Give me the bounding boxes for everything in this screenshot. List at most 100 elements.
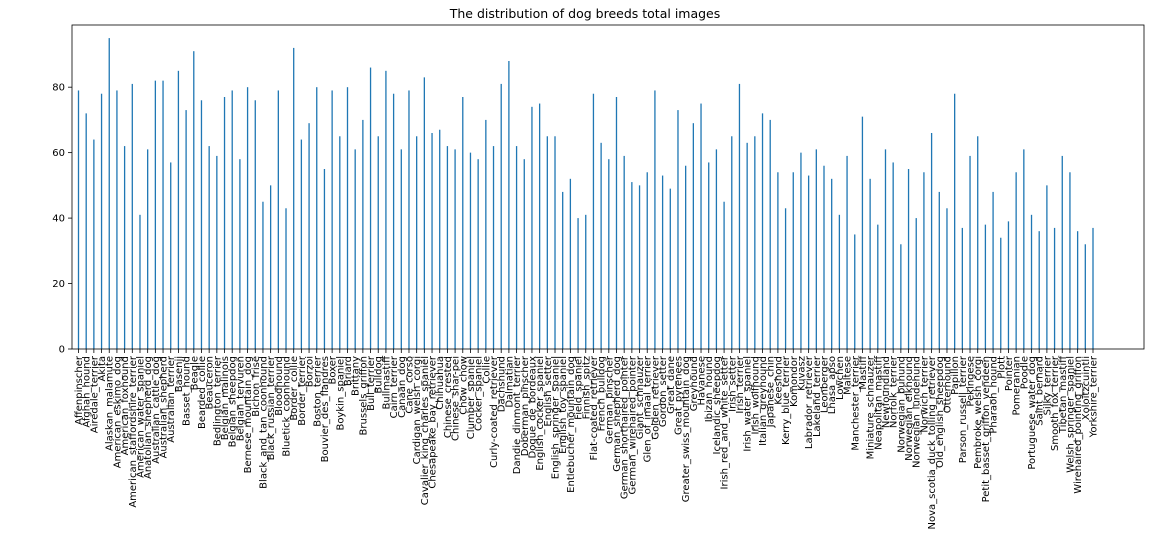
- x-tick-label: Ibizan_hound: [704, 356, 715, 422]
- bar: [869, 178, 871, 349]
- x-tick-label: Basenji: [174, 356, 185, 392]
- bar: [715, 149, 718, 349]
- x-tick-label: Boykin_spaniel: [335, 356, 346, 431]
- x-tick-label: Maltese: [843, 356, 854, 395]
- x-tick-label: Dandie_dinmont_terrier: [512, 355, 523, 474]
- x-tick-label: Miniature_schnauzer: [866, 355, 877, 459]
- x-tick-label: Boston_terrier: [312, 355, 323, 427]
- x-tick-label: Affenpinscher: [74, 355, 85, 425]
- bar: [769, 119, 771, 349]
- bar: [462, 97, 464, 349]
- x-tick-label: Entlebucher_mountain_dog: [566, 356, 577, 493]
- x-tick-label: Black_and_tan_coonhound: [258, 356, 269, 489]
- x-tick-label: Akita: [97, 356, 108, 381]
- bar: [239, 159, 241, 349]
- bar: [85, 113, 87, 349]
- bar: [331, 90, 333, 349]
- bar: [984, 224, 987, 349]
- bar: [661, 175, 664, 349]
- bar: [546, 136, 548, 349]
- bar: [1076, 231, 1079, 349]
- x-tick-label: Welsh_springer_spaniel: [1065, 356, 1076, 473]
- bar: [254, 100, 256, 350]
- x-tick-label: Basset_hound: [182, 356, 193, 426]
- x-tick-label: Clumber_spaniel: [466, 356, 477, 439]
- bar: [439, 129, 441, 349]
- bar: [815, 149, 817, 349]
- x-tick-label: Greyhound: [689, 356, 700, 411]
- x-tick-label: Briard: [343, 356, 354, 386]
- x-tick-label: Curly-coated_retriever: [489, 355, 500, 468]
- bar: [907, 169, 910, 349]
- bar: [200, 100, 203, 350]
- bar: [500, 83, 502, 349]
- bar: [1007, 221, 1010, 349]
- x-tick-label: Great_dane: [666, 356, 677, 414]
- bar: [754, 136, 756, 349]
- x-tick-label: English_cocker_spaniel: [535, 356, 546, 471]
- bar: [977, 136, 979, 349]
- x-tick-label: Chow_chow: [458, 356, 469, 415]
- bar: [600, 142, 602, 349]
- bar: [231, 90, 233, 349]
- x-tick-label: Lakeland_terrier: [812, 355, 823, 437]
- bar: [523, 159, 525, 349]
- x-tick-label: Bichon_frise: [251, 356, 262, 417]
- x-tick-label: German_shepherd_dog: [612, 356, 623, 472]
- bar: [400, 149, 402, 349]
- x-tick-label: Cardigan_welsh_corgi: [412, 356, 423, 464]
- x-tick-label: Chinese_shar-pei: [451, 356, 462, 441]
- bar: [362, 119, 364, 349]
- x-tick-label: Doberman_pinscher: [520, 355, 531, 456]
- bar: [692, 123, 694, 350]
- x-tick-label: Pekingese: [966, 356, 977, 407]
- bar: [1000, 237, 1002, 349]
- bars-group: [77, 38, 1094, 350]
- bar: [285, 208, 287, 349]
- bar: [93, 139, 95, 349]
- bar: [154, 80, 157, 349]
- x-tick-label: Giant_schnauzer: [635, 355, 646, 439]
- x-tick-label: Field_spaniel: [574, 356, 585, 420]
- x-tick-label: Dogue_de_bordeaux: [527, 356, 538, 459]
- bar: [900, 244, 902, 349]
- x-tick-label: Pembroke_welsh_corgi: [973, 356, 984, 469]
- bar: [177, 70, 180, 349]
- bar: [638, 185, 641, 349]
- x-tick-label: Otterhound: [942, 356, 953, 413]
- bar: [1061, 155, 1063, 349]
- bar: [592, 93, 595, 349]
- bar: [223, 97, 226, 349]
- bar: [1084, 244, 1086, 349]
- x-tick-label: Norwich_terrier: [919, 355, 930, 433]
- x-tick-label: Nova_scotia_duck_tolling_retriever: [927, 355, 938, 529]
- bar: [77, 90, 80, 349]
- bar: [846, 155, 848, 349]
- bar: [100, 93, 103, 349]
- bar: [700, 103, 702, 349]
- x-tick-label: Brussels_griffon: [358, 356, 369, 435]
- x-tick-label: Chesapeake_bay_retriever: [428, 355, 439, 488]
- x-tick-label: Tibetan_mastiff: [1058, 355, 1069, 434]
- x-tick-label: Smooth_fox_terrier: [1050, 355, 1061, 451]
- x-tick-label: Anatolian_shepherd_dog: [143, 356, 154, 479]
- bar: [431, 133, 433, 349]
- bar: [800, 152, 802, 349]
- bar: [569, 178, 572, 349]
- bar: [1046, 185, 1048, 349]
- y-tick-label: 0: [59, 345, 65, 356]
- bar: [246, 87, 249, 350]
- bar: [1069, 172, 1071, 349]
- bar: [193, 51, 195, 350]
- x-tick-label: Finnish_spitz: [581, 356, 592, 419]
- x-tick-label: Manchester_terrier: [850, 355, 861, 451]
- x-tick-label: Xoloitzcuintli: [1081, 356, 1092, 420]
- x-tick-label: Flat-coated_retriever: [589, 355, 600, 460]
- x-tick-label: Chinese_crested: [443, 356, 454, 438]
- x-tick-label: Dalmatian: [504, 356, 515, 408]
- x-tick-label: Cane_corso: [404, 356, 415, 414]
- bar: [346, 87, 349, 350]
- bar: [746, 142, 748, 349]
- y-tick-label: 60: [52, 148, 65, 159]
- x-axis: AffenpinscherAfghan_houndAiredale_terrie…: [74, 349, 1100, 530]
